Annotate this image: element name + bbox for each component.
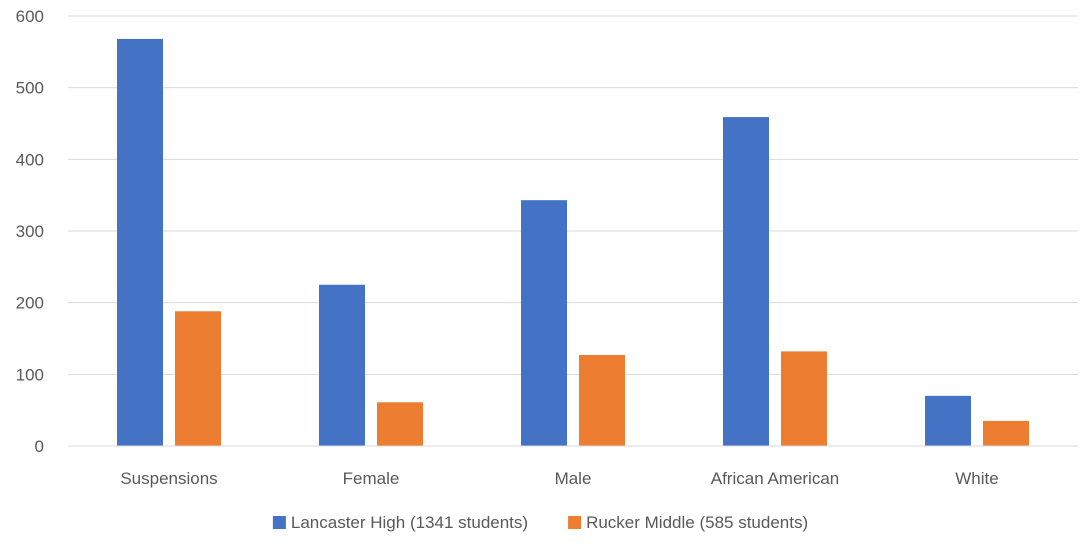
legend-swatch xyxy=(272,516,286,529)
bar-suspensions-series-1 xyxy=(117,38,163,446)
y-tick-label: 400 xyxy=(16,150,44,169)
y-tick-label: 200 xyxy=(16,294,44,313)
bar-african-american-series-2 xyxy=(781,351,827,446)
bars xyxy=(117,38,1029,447)
bar-white-series-2 xyxy=(983,420,1029,446)
bar-male-series-2 xyxy=(579,354,625,446)
y-tick-label: 300 xyxy=(16,222,44,241)
legend-label: Rucker Middle (585 students) xyxy=(586,513,808,532)
y-axis-tick-labels: 0 100 200 300 400 500 600 xyxy=(16,7,44,456)
bar-male-series-1 xyxy=(521,200,567,446)
bar-female-series-1 xyxy=(319,284,365,446)
x-category-label: White xyxy=(955,469,998,488)
bar-suspensions-series-2 xyxy=(175,311,221,446)
y-tick-label: 0 xyxy=(35,437,44,456)
y-tick-label: 100 xyxy=(16,365,44,384)
y-tick-label: 500 xyxy=(16,79,44,98)
x-category-label: African American xyxy=(711,469,840,488)
y-tick-label: 600 xyxy=(16,7,44,26)
legend-swatch xyxy=(568,516,582,529)
legend-item: Lancaster High (1341 students) xyxy=(272,513,528,532)
x-axis-category-labels: Suspensions Female Male African American Whi… xyxy=(120,469,998,488)
bar-white-series-1 xyxy=(925,395,971,446)
x-category-label: Male xyxy=(555,469,592,488)
legend-label: Lancaster High (1341 students) xyxy=(291,513,528,532)
gridlines xyxy=(68,15,1078,375)
legend: Lancaster High (1341 students) Rucker Mid… xyxy=(272,513,808,532)
legend-item: Rucker Middle (585 students) xyxy=(568,513,808,532)
x-category-label: Suspensions xyxy=(120,469,217,488)
bar-african-american-series-1 xyxy=(723,117,769,447)
x-category-label: Female xyxy=(343,469,400,488)
bar-female-series-2 xyxy=(377,402,423,446)
